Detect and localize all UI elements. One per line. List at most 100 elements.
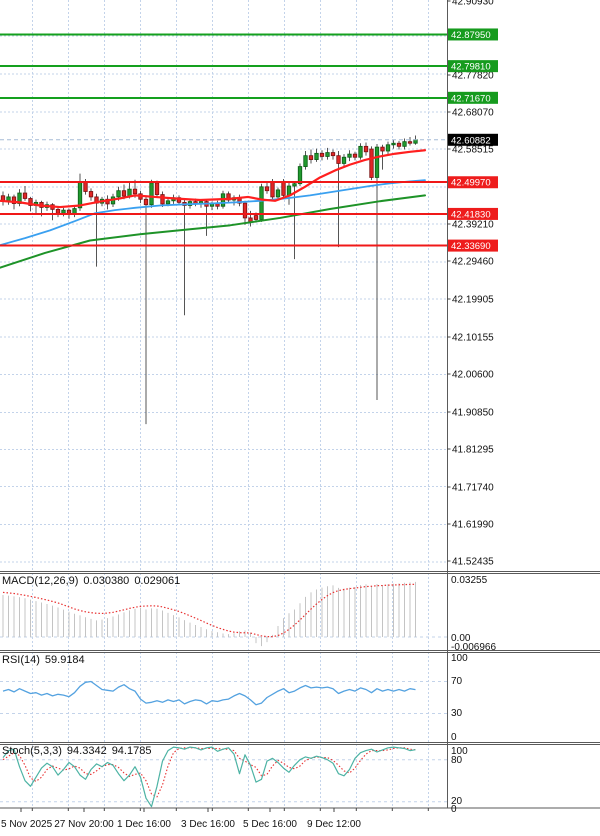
candle-bullish [127,188,132,197]
price-badge-label: 42.33690 [451,241,491,252]
price-badge-label: 42.79810 [451,62,491,73]
candle-bearish [369,148,374,178]
time-label: 5 Dec 16:00 [243,819,297,830]
price-level-badge [448,176,498,189]
macd-signal-value: 0.029061 [134,575,181,587]
candle-bullish [275,189,281,198]
candle-bullish [297,166,303,185]
price-label: 41.81295 [452,445,494,456]
candle-bearish [11,196,17,204]
price-label: 41.71740 [452,483,494,494]
candle-bullish [358,145,363,158]
candle-bullish [165,200,171,205]
candle-bearish [83,181,88,192]
price-level-badge [448,239,498,252]
rsi-indicator-label: RSI(14) 59.9184 [2,654,90,666]
stoch-indicator-label: Stoch(5,3,3) 94.3342 94.1785 [2,745,156,757]
candle-bearish [132,188,138,195]
macd-pane[interactable] [0,581,447,647]
rsi-axis-label: 100 [451,653,468,664]
time-label: 27 Nov 20:00 [54,819,114,830]
pane-frames [0,0,600,809]
macd-axis-label: 0.03255 [451,575,488,586]
candle-bullish [116,190,121,198]
candle-bearish [154,182,160,195]
rsi-line [2,680,416,706]
price-scale[interactable]: 42.90930 42.77820 42.68070 42.58515 42.39210… [447,0,498,815]
price-label: 41.52435 [452,557,494,568]
candle-bullish [259,186,264,220]
stoch-d-line [2,747,416,798]
price-label: 41.61990 [452,520,494,531]
candle-bearish [22,192,28,199]
rsi-name: RSI(14) [2,654,40,666]
rsi-value: 59.9184 [44,654,85,666]
candle-bearish [330,152,336,157]
price-label: 42.39210 [452,220,494,231]
stoch-axis-label: 80 [451,755,463,766]
price-badge-label: 42.60882 [451,135,491,146]
ma-mid-line [0,179,426,247]
macd-axis-label: 0.00 [451,633,471,644]
candle-bearish [270,181,275,198]
price-label: 42.19905 [452,295,494,306]
candle-bullish [374,146,380,178]
rsi-axis-label: 30 [451,708,463,719]
candle-bearish [363,145,369,153]
macd-signal-line [2,583,416,638]
rsi-pane[interactable] [0,680,447,714]
candle-bullish [303,155,308,167]
candle-bearish [264,186,270,192]
time-scale[interactable]: 5 Nov 2025 27 Nov 20:00 1 Dec 16:00 3 Dec 1… [1,808,429,830]
time-label: 5 Nov 2025 [1,819,53,830]
candle-bullish [314,152,319,160]
ma-fast-line [0,149,427,209]
candle-bullish [325,152,330,157]
price-level-badge [448,207,498,220]
stoch-axis-label: 20 [451,796,463,807]
candle-bearish [319,152,325,157]
time-label: 3 Dec 16:00 [181,819,235,830]
price-label: 42.58515 [452,145,494,156]
price-label: 42.00600 [452,370,494,381]
price-pane[interactable] [0,33,447,425]
stoch-k-line [2,746,416,808]
price-label: 42.68070 [452,108,494,119]
candle-bearish [160,194,165,205]
candle-bearish [226,193,231,201]
candle-bearish [308,155,314,160]
price-badge-label: 42.49970 [451,178,491,189]
stoch-d-value: 94.1785 [111,745,152,757]
macd-main-value: 0.030380 [83,575,130,587]
candle-bearish [380,146,385,152]
price-label: 42.29460 [452,257,494,268]
price-level-badge [448,133,498,146]
price-badge-label: 42.87950 [451,30,491,41]
candle-bearish [336,155,341,164]
price-level-badge [448,60,498,73]
candle-bullish [286,185,292,196]
macd-indicator-label: MACD(12,26,9) 0.030380 0.029061 [2,575,185,587]
rsi-axis-label: 0 [451,732,457,743]
candle-bullish [149,182,154,206]
macd-name: MACD(12,26,9) [2,575,79,587]
candle-bullish [391,142,396,146]
candle-bearish [253,215,259,220]
candle-bullish [292,183,297,187]
ma-slow-line [0,194,426,269]
macd-axis-label: -0.006966 [451,642,496,653]
candle-bearish [143,198,149,206]
price-label: 42.90930 [452,0,494,8]
rsi-axis-label: 70 [451,676,463,687]
candle-bearish [121,190,127,197]
stoch-pane[interactable] [0,746,447,808]
candle-bullish [385,144,391,152]
candle-bearish [28,198,33,206]
price-label: 42.10155 [452,333,494,344]
candle-bullish [402,141,407,147]
candle-bearish [396,142,402,147]
price-label: 41.90850 [452,408,494,419]
candle-bullish [347,153,352,158]
